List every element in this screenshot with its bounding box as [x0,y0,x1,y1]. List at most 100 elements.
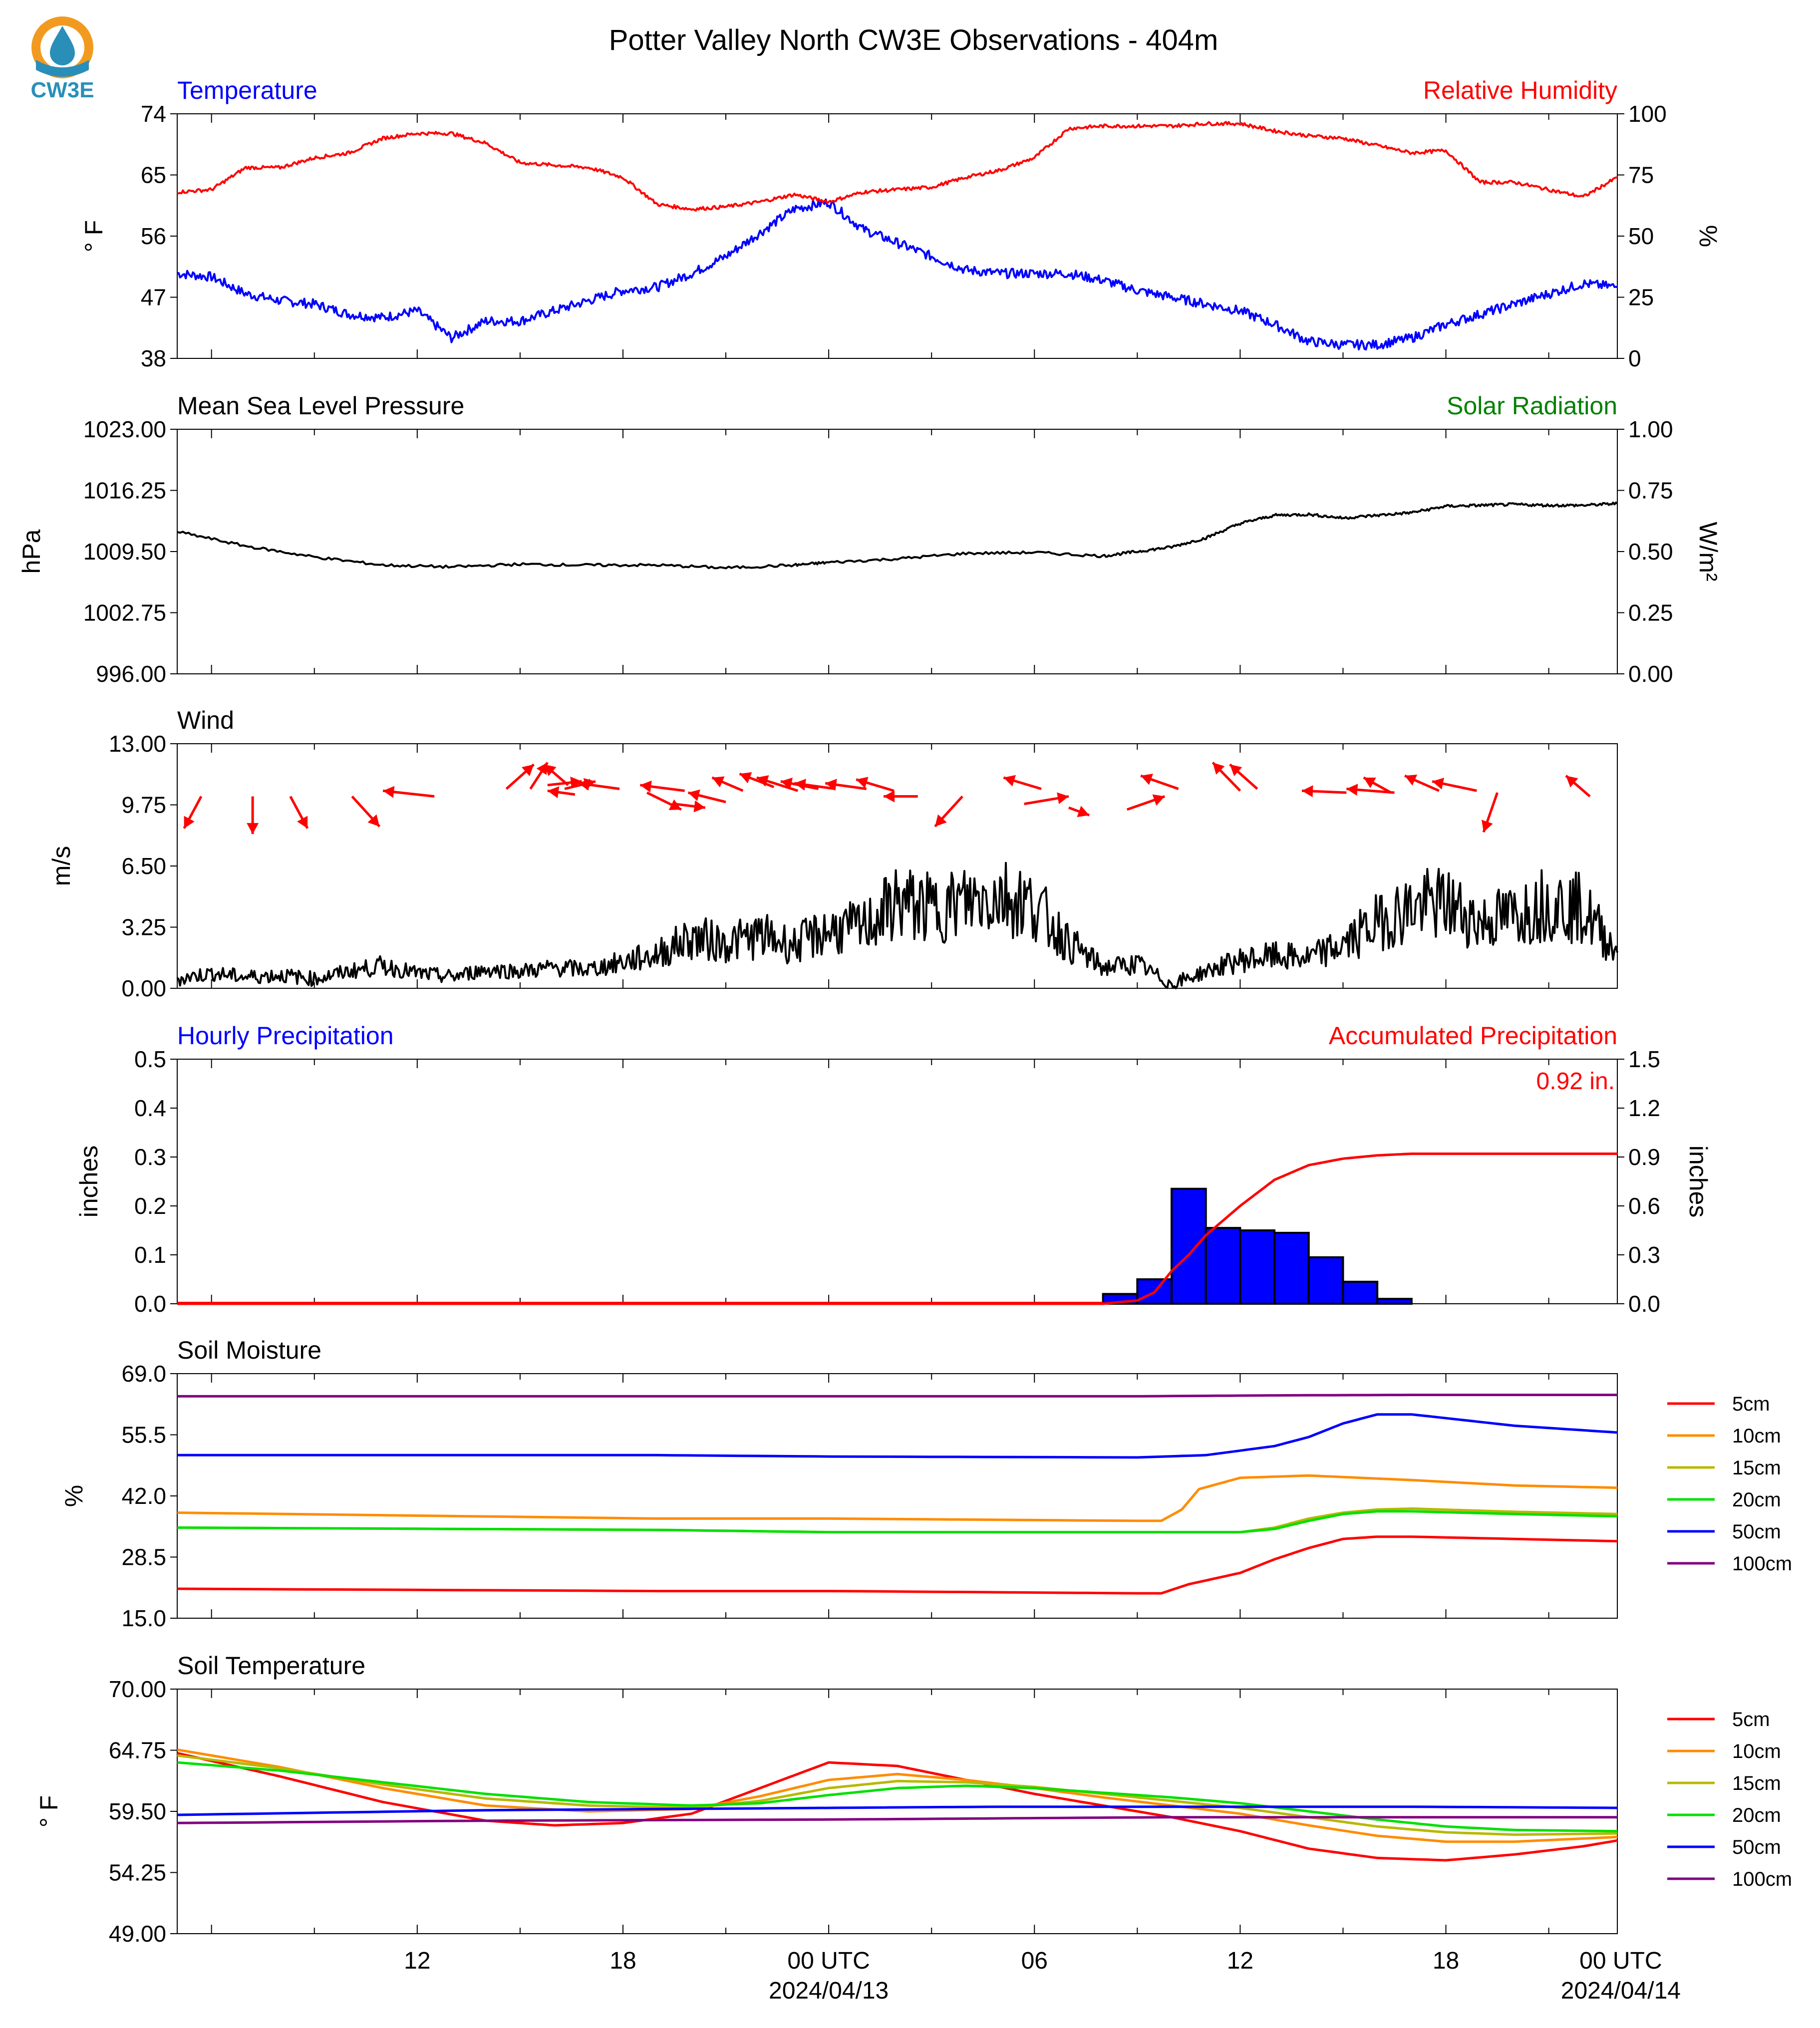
panel-3: 0.00 3.25 6.50 9.75 13.00 Wind m/s [47,706,1618,1001]
precip-bar [1239,1229,1276,1305]
y-tick-label-left: 0.0 [134,1291,166,1317]
y-tick-label-right: 0.00 [1628,661,1673,687]
panel-5: 15.0 28.5 42.0 55.5 69.0 Soil Moisture% 5cm 10c… [60,1336,1792,1631]
y-tick-label-left: 74 [141,101,166,127]
wind-arrowhead [1229,764,1242,777]
wind-arrowhead [297,816,308,829]
plot-frame [177,1059,1618,1304]
panel-title-left: Soil Temperature [177,1652,365,1680]
series-line [177,501,1618,570]
wind-arrowhead [1077,806,1090,817]
series-line-20cm [177,1761,1618,1833]
y-tick-label-left: 1023.00 [83,416,166,442]
wind-arrowhead [884,790,895,803]
cw3e-logo: CW3E [30,16,94,102]
chart-title: Potter Valley North CW3E Observations - … [609,24,1218,56]
y-tick-label-right: 50 [1628,223,1654,249]
wind-arrowhead [1141,774,1153,785]
wind-arrowhead [1152,794,1165,806]
panel-title-left: Temperature [177,76,317,104]
wind-arrowhead [640,780,652,793]
legend-label: 10cm [1732,1425,1781,1447]
legend-label: 15cm [1732,1772,1781,1794]
y-axis-label-left: hPa [17,529,45,574]
series-line [177,198,1618,351]
panel-title-right: Relative Humidity [1423,76,1617,104]
wind-arrowhead [856,777,869,789]
x-tick-label: 18 [609,1948,636,1974]
y-tick-label-left: 69.0 [121,1361,166,1387]
wind-arrowhead [1432,778,1445,790]
wind-arrowhead [184,816,195,829]
y-tick-label-left: 6.50 [121,853,166,879]
precip-bar [1307,1256,1344,1305]
y-tick-label-left: 59.50 [109,1798,166,1824]
y-axis-label-right: % [1694,225,1722,247]
x-date-label: 2024/04/13 [769,1978,889,2004]
y-tick-label-left: 1016.25 [83,478,166,504]
y-tick-label-left: 1002.75 [83,600,166,626]
series-line [176,862,1618,989]
y-tick-label-left: 1009.50 [83,539,166,565]
y-tick-label-left: 3.25 [121,914,166,940]
y-axis-label-left: ° F [80,220,108,252]
series-line [177,121,1618,212]
panel-6: 49.00 54.25 59.50 64.75 70.00 Soil Temperatur… [35,1652,1792,1947]
panel-title-left: Soil Moisture [177,1336,321,1364]
wind-arrowhead [1363,777,1376,788]
wind-arrowhead [935,814,947,827]
legend-label: 20cm [1732,1489,1781,1511]
series-line-50cm [177,1413,1618,1459]
series-line-15cm [177,1754,1618,1836]
legend-label: 5cm [1732,1709,1770,1731]
wind-arrowhead [693,800,705,813]
y-tick-label-left: 28.5 [121,1544,166,1570]
wind-arrowhead [544,764,557,776]
x-tick-label: 12 [1227,1948,1253,1974]
wind-arrowhead [825,779,837,791]
y-tick-label-left: 996.00 [96,661,166,687]
precip-bar [1376,1298,1413,1305]
y-tick-label-right: 0.6 [1628,1193,1660,1219]
wind-arrowhead [578,779,591,791]
panel-title-left: Mean Sea Level Pressure [177,392,464,420]
panel-title-left: Wind [177,706,234,734]
wind-arrowhead [1057,792,1069,805]
y-tick-label-right: 0.75 [1628,478,1673,504]
legend-label: 20cm [1732,1804,1781,1826]
legend-label: 100cm [1732,1553,1792,1575]
y-tick-label-right: 0.0 [1628,1291,1660,1317]
wind-arrowhead [570,776,582,789]
y-tick-label-left: 0.3 [134,1144,166,1170]
plot-frame [177,429,1618,674]
y-axis-label-left: ° F [35,1795,63,1827]
x-tick-label: 12 [404,1948,430,1974]
x-tick-label: 18 [1433,1948,1459,1974]
series-line-5cm [177,1535,1618,1595]
wind-arrowhead [1346,784,1358,796]
wind-arrowhead [756,775,769,787]
precip-bar [1273,1231,1310,1305]
y-axis-label-right: inches [1684,1146,1712,1218]
legend-label: 10cm [1732,1740,1781,1762]
wind-arrowhead [1003,775,1016,787]
y-tick-label-left: 0.4 [134,1095,166,1121]
legend-label: 50cm [1732,1836,1781,1858]
x-date-label: 2024/04/14 [1561,1978,1681,2004]
wind-arrowhead [547,786,560,799]
legend-label: 5cm [1732,1393,1770,1415]
logo-text: CW3E [30,78,94,102]
y-tick-label-right: 0.9 [1628,1144,1660,1170]
plot-frame [177,1373,1618,1619]
y-tick-label-right: 25 [1628,285,1654,310]
panel-2: 996.00 1002.75 1009.50 1016.25 1023.00 0.00 0.… [17,392,1722,687]
y-tick-label-left: 64.75 [109,1738,166,1763]
y-tick-label-left: 13.00 [109,731,166,757]
y-tick-label-left: 54.25 [109,1860,166,1886]
y-tick-label-left: 0.2 [134,1193,166,1219]
wind-arrowhead [739,772,752,784]
wind-arrowhead [247,823,259,834]
series-line-100cm [177,1394,1617,1398]
y-axis-label-left: % [60,1485,88,1507]
y-axis-label-left: m/s [47,846,75,886]
